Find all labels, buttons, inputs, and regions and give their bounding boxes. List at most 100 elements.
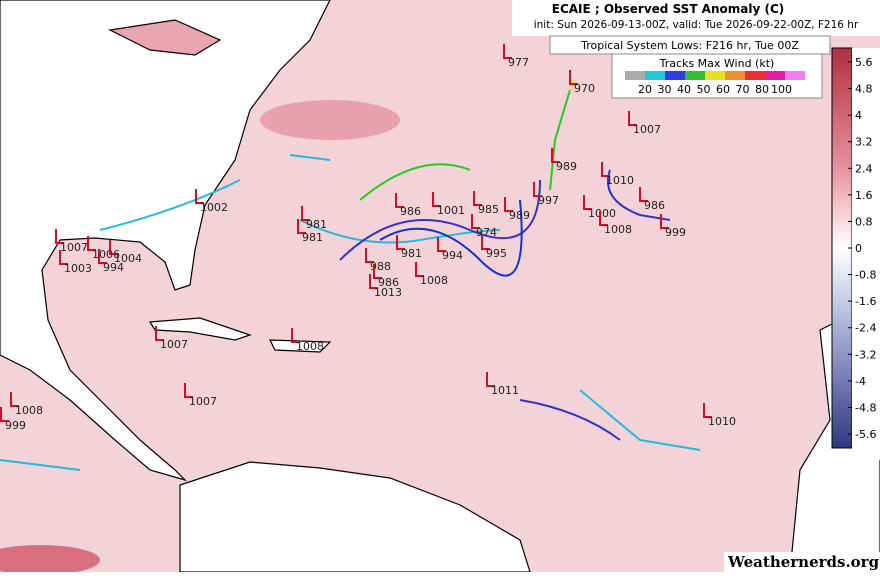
low-marker [365,248,374,263]
low-marker [291,328,300,343]
colorbar-label: -2.4 [855,322,876,335]
colorbar-label: 0.8 [855,215,873,228]
low-marker [703,403,712,418]
init-line: init: Sun 2026-09-13-00Z, valid: Tue 202… [534,19,859,31]
low-pressure-label: 970 [574,82,595,95]
low-pressure-label: 999 [665,226,686,239]
low-pressure-label: 1007 [60,241,88,254]
title: ECAIE ; Observed SST Anomaly (C) [552,2,785,16]
low-marker [0,407,9,422]
low-pressure-label: 1000 [588,207,616,220]
low-marker [59,250,68,265]
low-marker [415,262,424,277]
legend-swatch [745,71,765,80]
legend-swatch [705,71,725,80]
low-marker [660,214,669,229]
low-marker [504,197,513,212]
header-box [512,0,880,36]
low-pressure-label: 985 [478,203,499,216]
low-marker [155,326,164,341]
legend-swatch [625,71,645,80]
low-pressure-label: 981 [401,247,422,260]
legend-label: 70 [736,83,750,96]
watermark: Weathernerds.org [727,553,880,571]
low-pressure-label: 995 [486,247,507,260]
low-pressure-label: 981 [302,231,323,244]
low-marker [98,249,107,264]
legend-swatch [725,71,745,80]
legend-swatch [645,71,665,80]
anomaly [260,100,400,140]
low-marker [437,237,446,252]
low-pressure-label: 974 [476,226,497,239]
low-pressure-label: 986 [378,276,399,289]
low-marker [473,191,482,206]
low-marker [503,44,512,59]
low-marker [396,235,405,250]
low-marker [533,182,542,197]
colorbar-label: -4.8 [855,401,876,414]
low-marker [432,192,441,207]
colorbar-label: -1.6 [855,295,876,308]
legend-swatch [765,71,785,80]
low-pressure-label: 1004 [114,252,142,265]
colorbar-label: 4.8 [855,83,873,96]
low-pressure-label: 994 [103,261,124,274]
colorbar-label: 0 [855,242,862,255]
low-pressure-label: 1007 [189,395,217,408]
low-pressure-label: 1010 [606,174,634,187]
low-pressure-label: 1011 [491,384,519,397]
legend-label: 50 [697,83,711,96]
colorbar-label: -5.6 [855,428,876,441]
legend-label: 100 [771,83,792,96]
legend-label: 20 [638,83,652,96]
colorbar-label: 4 [855,109,862,122]
colorbar-label: 3.2 [855,136,873,149]
low-marker [601,162,610,177]
legend-swatch [665,71,685,80]
colorbar-label: 5.6 [855,56,873,69]
low-marker [55,229,64,244]
colorbar-labels-bg [852,48,880,460]
low-marker [599,211,608,226]
low-pressure-label: 989 [556,160,577,173]
low-marker [471,214,480,229]
system-line: Tropical System Lows: F216 hr, Tue 00Z [580,39,799,52]
colorbar-label: -0.8 [855,269,876,282]
tracks [0,79,701,471]
low-pressure-label: 988 [370,260,391,273]
low-marker [301,206,310,221]
low-pressure-label: 1002 [200,201,228,214]
low-pressure-label: 977 [508,56,529,69]
low-marker [551,148,560,163]
low-marker [373,264,382,279]
low-pressure-label: 1007 [160,338,188,351]
low-pressure-label: 989 [509,209,530,222]
low-pressure-label: 1008 [296,340,324,353]
watermark-box [724,552,880,572]
low-marker [87,236,96,251]
low-marker [297,219,306,234]
low-marker [195,189,204,204]
low-pressure-label: 1008 [15,404,43,417]
low-pressure-label: 981 [306,218,327,231]
colorbar-label: -3.2 [855,348,876,361]
low-marker [628,111,637,126]
low-pressure-label: 986 [400,205,421,218]
legend-title: Tracks Max Wind (kt) [659,57,775,70]
low-pressure-label: 1008 [604,223,632,236]
low-pressure-label: 994 [442,249,463,262]
low-marker [395,193,404,208]
legend-label: 40 [677,83,691,96]
low-pressure-label: 997 [538,194,559,207]
low-marker [583,195,592,210]
low-marker [481,235,490,250]
low-marker [184,383,193,398]
low-marker [569,70,578,85]
legend-swatch [685,71,705,80]
anomaly [0,545,100,575]
legend-swatch [785,71,805,80]
low-marker [109,240,118,255]
legend-label: 30 [658,83,672,96]
